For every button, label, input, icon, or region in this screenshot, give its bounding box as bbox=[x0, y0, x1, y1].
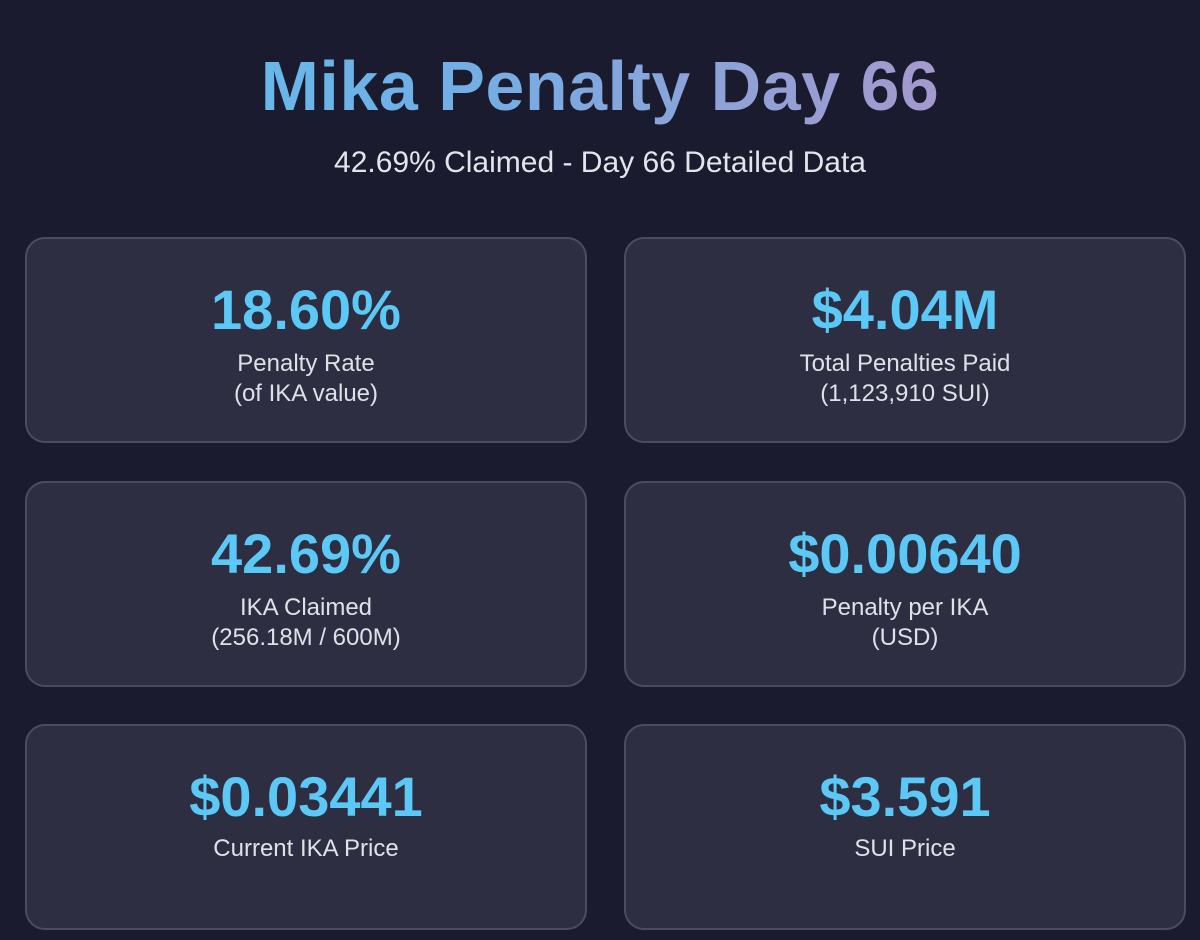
stat-label: Current IKA Price bbox=[213, 835, 399, 862]
stat-label: Penalty Rate bbox=[237, 350, 375, 377]
stat-sublabel: (256.18M / 600M) bbox=[211, 624, 401, 651]
stat-sublabel: (USD) bbox=[871, 624, 939, 651]
stat-label: Penalty per IKA bbox=[821, 594, 989, 621]
stat-value: $4.04M bbox=[811, 278, 999, 341]
stat-label: IKA Claimed bbox=[239, 594, 373, 621]
stat-value: 18.60% bbox=[211, 278, 401, 341]
stat-card-sui-price: $3.591 SUI Price bbox=[624, 724, 1186, 930]
stat-value: $0.03441 bbox=[189, 765, 423, 828]
page-title: Mika Penalty Day 66 bbox=[0, 44, 1200, 128]
stat-card-ika-claimed: 42.69% IKA Claimed (256.18M / 600M) bbox=[25, 481, 587, 687]
stat-label: SUI Price bbox=[854, 835, 956, 862]
stat-card-total-penalties-paid: $4.04M Total Penalties Paid (1,123,910 S… bbox=[624, 237, 1186, 443]
stat-value: $0.00640 bbox=[788, 522, 1022, 585]
stat-card-penalty-per-ika: $0.00640 Penalty per IKA (USD) bbox=[624, 481, 1186, 687]
stat-value: $3.591 bbox=[819, 765, 991, 828]
stat-value: 42.69% bbox=[211, 522, 401, 585]
page-subtitle: 42.69% Claimed - Day 66 Detailed Data bbox=[334, 146, 866, 179]
stat-card-penalty-rate: 18.60% Penalty Rate (of IKA value) bbox=[25, 237, 587, 443]
stat-sublabel: (of IKA value) bbox=[233, 380, 379, 407]
stat-card-current-ika-price: $0.03441 Current IKA Price bbox=[25, 724, 587, 930]
stat-label: Total Penalties Paid bbox=[799, 350, 1011, 377]
stat-sublabel: (1,123,910 SUI) bbox=[820, 380, 990, 407]
